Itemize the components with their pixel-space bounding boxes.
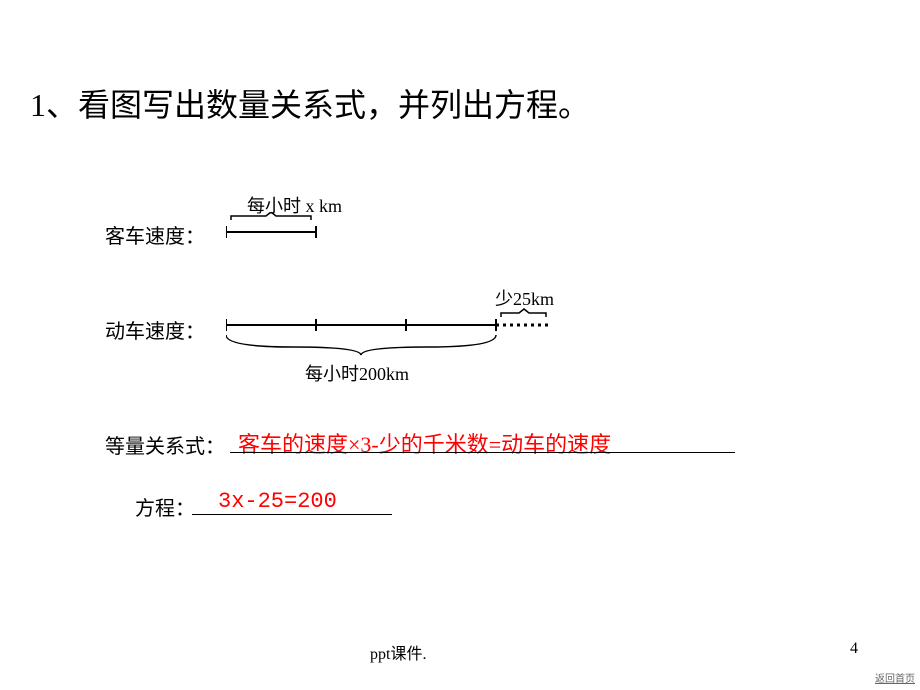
equation-underline [230,452,735,453]
formula-answer: 3x-25=200 [218,489,337,514]
return-home-button[interactable]: 返回首页 [875,670,915,685]
formula-label: 方程： [135,492,195,521]
equation-label: 等量关系式： [105,430,225,459]
page-number: 4 [850,640,858,658]
page-title: 1、看图写出数量关系式，并列出方程。 [30,80,590,126]
equation-answer: 客车的速度×3-少的千米数=动车的速度 [238,427,611,459]
train-bar-diagram [226,305,566,365]
bus-speed-label: 客车速度： [105,220,205,249]
per-hour-200-label: 每小时200km [305,360,409,386]
train-speed-label: 动车速度： [105,315,205,344]
formula-underline [192,514,392,515]
footer-text: ppt课件. [370,640,426,664]
bus-bar-diagram [226,212,336,242]
